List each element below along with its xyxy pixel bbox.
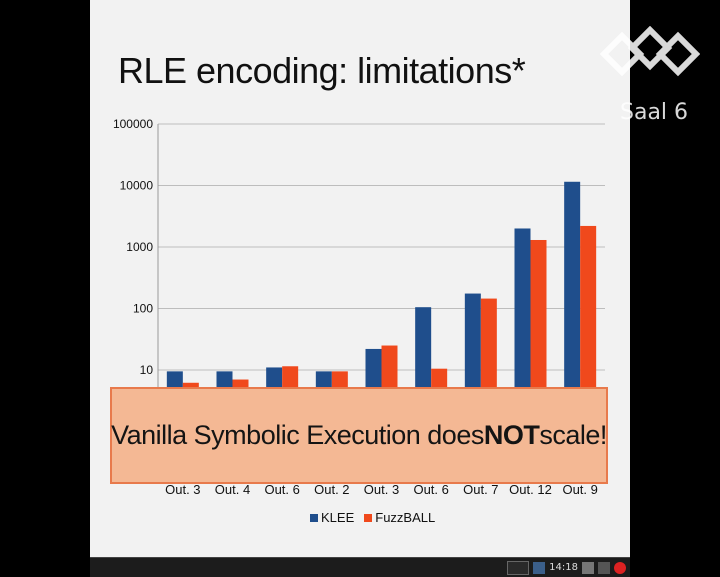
x-tick-label: Out. 3: [364, 482, 399, 497]
room-label: Saal 6: [620, 100, 689, 125]
y-tick-label: 100: [133, 302, 153, 316]
chart-legend: KLEE FuzzBALL: [310, 510, 435, 525]
y-tick-label: 10000: [120, 179, 154, 193]
callout-text-bold: NOT: [483, 420, 540, 450]
legend-item-fuzzball: FuzzBALL: [364, 510, 435, 525]
callout-box: Vanilla Symbolic Execution does NOT scal…: [110, 387, 608, 484]
x-tick-label: Out. 4: [215, 482, 250, 497]
y-tick-label: 1000: [126, 240, 153, 254]
x-tick-label: Out. 12: [509, 482, 552, 497]
legend-swatch-klee: [310, 513, 318, 522]
legend-label-klee: KLEE: [321, 510, 355, 525]
system-tray: 14:18: [507, 559, 630, 576]
y-tick-label: 10: [140, 363, 154, 377]
y-tick-label: 100000: [113, 117, 153, 131]
x-tick-label: Out. 7: [463, 482, 498, 497]
x-tick-label: Out. 3: [165, 482, 200, 497]
callout-text-suffix: scale!: [539, 420, 607, 450]
conference-logo: [599, 25, 701, 126]
slide: RLE encoding: limitations* 100000 10000 10…: [90, 0, 630, 560]
legend-swatch-fuzzball: [364, 513, 373, 522]
x-tick-label: Out. 9: [562, 482, 597, 497]
x-tick-label: Out. 6: [413, 482, 448, 497]
legend-item-klee: KLEE: [310, 510, 354, 525]
network-icon[interactable]: [533, 561, 546, 574]
conference-logo-icon: [599, 25, 701, 77]
callout-text-prefix: Vanilla Symbolic Execution does: [111, 420, 484, 450]
clock: 14:18: [549, 562, 578, 573]
legend-label-fuzzball: FuzzBALL: [375, 510, 436, 525]
display-icon[interactable]: [598, 561, 610, 574]
x-tick-label: Out. 6: [264, 482, 299, 497]
x-tick-label: Out. 2: [314, 482, 349, 497]
power-icon[interactable]: [614, 561, 626, 574]
window-button[interactable]: [507, 560, 530, 575]
taskbar: 14:18: [90, 557, 630, 577]
volume-icon[interactable]: [582, 561, 594, 574]
slide-title: RLE encoding: limitations*: [118, 50, 526, 91]
